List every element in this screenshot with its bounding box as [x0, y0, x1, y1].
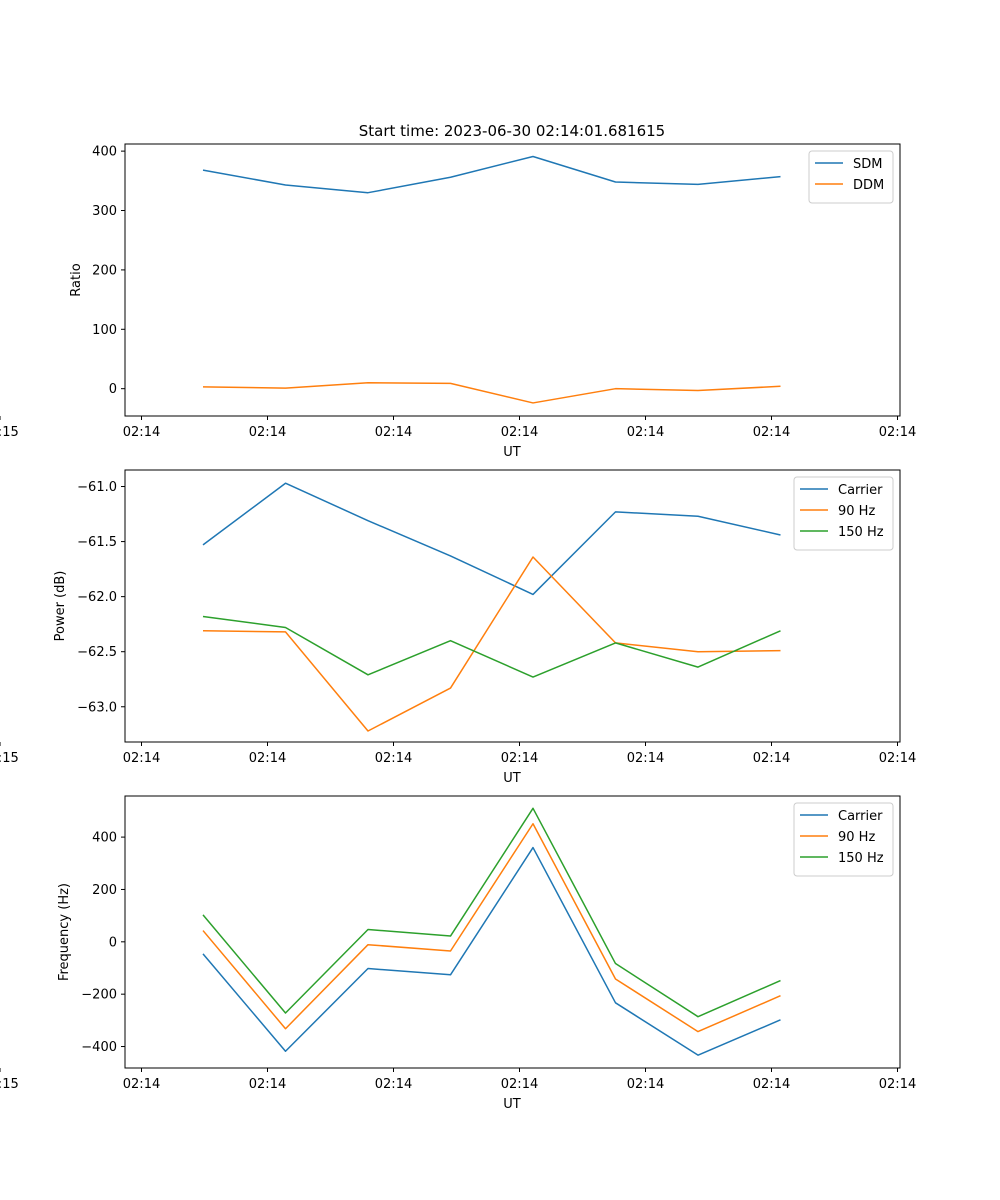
y-tick-label: −63.0: [77, 700, 117, 715]
x-tick-label: 02:14: [249, 751, 286, 766]
axes-frame: [124, 143, 901, 417]
x-tick-label: 02:14: [879, 1077, 916, 1092]
y-tick-label: 0: [109, 382, 117, 397]
y-axis-label: Ratio: [69, 263, 84, 296]
x-tick-label: 02:14: [375, 751, 412, 766]
x-tick-label: 02:14: [753, 1077, 790, 1092]
panel-1: 02:14 02:14 02:14 02:14 02:14 02:14 02:14 02:15…: [0, 143, 916, 460]
axes-frame: [124, 795, 901, 1069]
legend-label: 90 Hz: [838, 830, 875, 845]
x-tick-label: 02:15: [0, 1077, 19, 1092]
y-tick-label: −62.5: [77, 645, 117, 660]
series-line-carrier: [202, 846, 781, 1056]
legend-label: SDM: [853, 157, 882, 172]
figure-title: Start time: 2023-06-30 02:14:01.681615: [359, 122, 665, 140]
y-tick-label: −61.0: [77, 480, 117, 495]
x-tick-label: 02:14: [627, 425, 664, 440]
x-tick-label: 02:14: [249, 425, 286, 440]
x-axis-label: UT: [503, 771, 521, 786]
x-tick-label: 02:14: [249, 1077, 286, 1092]
x-axis-label: UT: [503, 1097, 521, 1112]
y-tick-label: 400: [92, 831, 117, 846]
x-tick-label: 02:15: [0, 751, 19, 766]
x-tick-label: 02:14: [123, 751, 160, 766]
y-tick-label: 200: [92, 263, 117, 278]
y-tick-label: −61.5: [77, 535, 117, 550]
legend-label: DDM: [853, 178, 884, 193]
x-tick-label: 02:14: [501, 751, 538, 766]
axes-frame: [124, 469, 901, 743]
y-tick-label: 100: [92, 323, 117, 338]
series-line-90-hz: [202, 556, 781, 732]
panels: 02:14 02:14 02:14 02:14 02:14 02:14 02:14 02:15…: [0, 143, 916, 1112]
y-tick-label: 400: [92, 145, 117, 160]
series-line-150-hz: [202, 807, 781, 1018]
legend-label: 150 Hz: [838, 851, 884, 866]
x-tick-label: 02:14: [879, 425, 916, 440]
x-tick-label: 02:14: [123, 1077, 160, 1092]
x-tick-label: 02:14: [501, 425, 538, 440]
legend-label: Carrier: [838, 483, 883, 498]
legend-label: Carrier: [838, 809, 883, 824]
legend: Carrier 90 Hz 150 Hz: [793, 476, 894, 551]
x-tick-label: 02:14: [375, 425, 412, 440]
panel-3: 02:14 02:14 02:14 02:14 02:14 02:14 02:14 02:15…: [0, 795, 916, 1112]
y-tick-label: −200: [81, 988, 117, 1003]
x-tick-label: 02:15: [0, 425, 19, 440]
x-tick-label: 02:14: [753, 751, 790, 766]
y-tick-label: 0: [109, 935, 117, 950]
y-tick-label: 300: [92, 204, 117, 219]
y-tick-label: 200: [92, 883, 117, 898]
y-axis-label: Frequency (Hz): [57, 883, 72, 981]
legend: Carrier 90 Hz 150 Hz: [793, 802, 894, 877]
legend-label: 90 Hz: [838, 504, 875, 519]
series-line-sdm: [202, 155, 781, 194]
legend-label: 150 Hz: [838, 525, 884, 540]
legend-box: [808, 150, 894, 204]
series-line-90-hz: [202, 822, 781, 1033]
x-tick-label: 02:14: [123, 425, 160, 440]
x-tick-label: 02:14: [627, 751, 664, 766]
x-tick-label: 02:14: [879, 751, 916, 766]
legend: SDM DDM: [808, 150, 894, 204]
x-tick-label: 02:14: [627, 1077, 664, 1092]
series-line-150-hz: [202, 615, 781, 678]
y-axis-label: Power (dB): [53, 571, 68, 642]
y-tick-label: −62.0: [77, 590, 117, 605]
x-axis-label: UT: [503, 445, 521, 460]
x-tick-label: 02:14: [375, 1077, 412, 1092]
x-tick-label: 02:14: [501, 1077, 538, 1092]
series-line-ddm: [202, 381, 781, 404]
panel-2: 02:14 02:14 02:14 02:14 02:14 02:14 02:14 02:15…: [0, 469, 916, 786]
x-tick-label: 02:14: [753, 425, 790, 440]
y-tick-label: −400: [81, 1040, 117, 1055]
series-line-carrier: [202, 482, 781, 596]
